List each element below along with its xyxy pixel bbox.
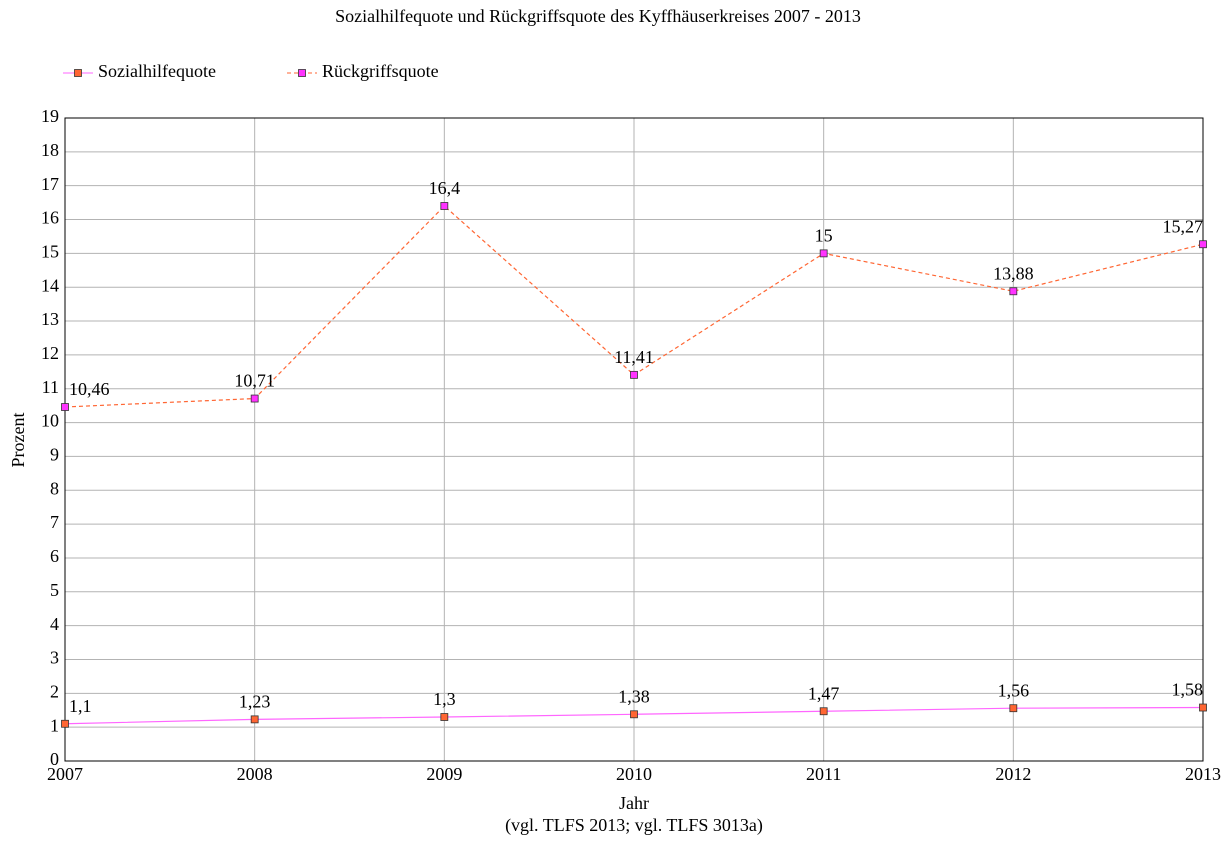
marker [630,370,638,379]
x-tick-label: 2012 [995,764,1031,784]
marker [630,710,638,719]
y-tick-label: 12 [41,343,59,363]
data-label: 11,41 [614,347,654,367]
legend-label: Sozialhilfequote [98,61,216,81]
x-tick-label: 2008 [237,764,273,784]
y-tick-label: 8 [50,478,59,498]
marker [1009,287,1018,296]
marker [61,403,69,411]
data-label: 15,27 [1163,216,1204,236]
y-tick-label: 19 [41,106,59,126]
chart-title: Sozialhilfequote und Rückgriffsquote des… [335,6,861,26]
legend-marker [298,69,306,77]
data-label: 10,71 [234,371,275,391]
x-axis-label: Jahr [619,793,649,813]
y-tick-label: 16 [41,208,59,228]
data-label: 1,1 [69,696,92,716]
marker [1009,704,1018,713]
marker [440,713,449,721]
x-tick-label: 2007 [47,764,83,784]
y-tick-label: 10 [41,411,59,431]
y-tick-label: 4 [50,614,59,634]
marker [250,715,259,724]
marker [1199,240,1207,249]
y-tick-label: 6 [50,546,59,566]
data-label: 15 [815,225,833,245]
y-tick-label: 17 [41,174,59,194]
legend-marker [74,69,82,77]
x-tick-label: 2009 [426,764,462,784]
data-label: 13,88 [993,263,1034,283]
x-tick-label: 2013 [1185,764,1221,784]
y-tick-label: 13 [41,309,59,329]
legend-label: Rückgriffsquote [322,61,439,81]
marker [819,249,828,258]
source-note: (vgl. TLFS 2013; vgl. TLFS 3013a) [505,815,763,836]
marker [1199,703,1207,712]
y-tick-label: 0 [50,749,59,769]
y-tick-label: 9 [50,445,59,465]
marker [819,707,828,716]
data-label: 1,3 [433,689,456,709]
y-tick-label: 11 [42,377,59,397]
y-tick-label: 15 [41,241,59,261]
marker [250,394,259,403]
y-tick-label: 5 [50,580,59,600]
y-tick-label: 2 [50,681,59,701]
marker [440,202,449,210]
y-axis-label: Prozent [8,413,28,468]
data-label: 1,47 [808,683,840,703]
data-label: 1,23 [239,691,271,711]
data-label: 10,46 [69,379,110,399]
plot-frame [64,117,1204,762]
y-tick-label: 18 [41,140,59,160]
x-tick-label: 2011 [806,764,841,784]
y-tick-label: 3 [50,648,59,668]
data-label: 1,58 [1172,680,1204,700]
y-tick-label: 7 [50,512,59,532]
marker [61,719,69,728]
y-tick-label: 1 [50,715,59,735]
x-tick-label: 2010 [616,764,652,784]
data-label: 1,56 [998,680,1030,700]
data-label: 1,38 [618,686,650,706]
data-label: 16,4 [429,178,461,198]
y-tick-label: 14 [41,275,59,295]
